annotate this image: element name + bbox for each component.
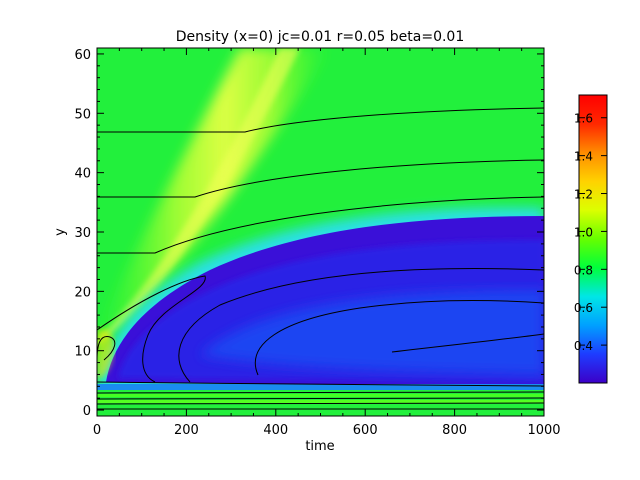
colorbar-tick-label: 0.8 [574,263,593,277]
x-tick-label: 600 [353,423,378,438]
colorbar [578,94,608,384]
x-tick-label: 400 [263,423,288,438]
colorbar-tick-label: 1.6 [574,112,593,126]
x-tick-label: 0 [93,423,101,438]
y-tick-label: 0 [83,404,91,419]
colorbar-tick-label: 0.4 [574,339,593,353]
y-tick-label: 40 [74,167,91,182]
colorbar-tick-label: 1.4 [574,150,593,164]
boundary-band-5 [97,400,544,403]
front-ridge-inner [97,48,300,345]
colorbar-tick-label: 1.0 [574,225,593,239]
contour-lines [97,107,544,410]
contour-line [97,391,544,394]
heatmap-field [97,48,544,416]
colorbar-axis: 0.4 0.6 0.8 1.0 1.2 1.4 1.6 [574,112,607,353]
x-axis: 0 200 400 600 800 1000 [93,48,561,438]
contour-line [97,159,544,198]
y-tick-label: 20 [74,285,91,300]
contour-line [97,402,544,405]
y-tick-label: 60 [74,48,91,63]
y-axis: 0 10 20 30 40 50 60 [74,48,544,419]
x-tick-label: 200 [174,423,199,438]
contour-line [391,333,544,353]
y-tick-label: 30 [74,226,91,241]
contour-line [97,381,544,387]
colorbar-tick-label: 0.6 [574,301,593,315]
contour-line [97,107,544,133]
x-axis-label: time [305,439,334,454]
depletion-core [200,290,544,375]
contour-line [178,268,544,383]
y-tick-label: 50 [74,107,91,122]
x-tick-label: 800 [442,423,467,438]
boundary-band-3 [97,394,544,397]
contour-line [97,336,116,361]
origin-lobe [97,329,115,379]
contour-line [254,300,544,376]
contour-line [97,275,206,383]
y-axis-label: y [53,228,68,236]
boundary-band-1 [97,384,544,390]
chart-title: Density (x=0) jc=0.01 r=0.05 beta=0.01 [176,29,465,45]
x-tick-label: 1000 [527,423,560,438]
contour-line [97,196,544,254]
y-tick-label: 10 [74,345,91,360]
colorbar-tick-label: 1.2 [574,188,593,202]
contour-line [97,397,544,400]
